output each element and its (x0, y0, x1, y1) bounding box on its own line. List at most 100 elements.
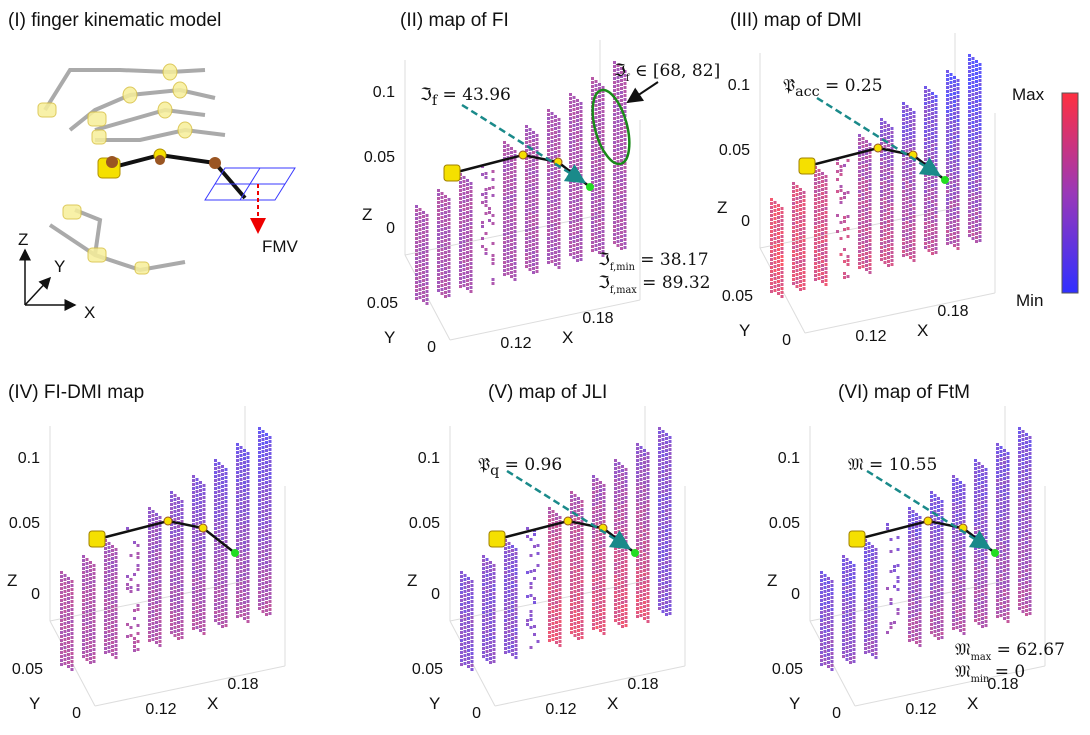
point (221, 481, 224, 484)
point (640, 594, 643, 597)
point (262, 474, 265, 477)
point (225, 592, 228, 595)
point (799, 232, 802, 235)
point (258, 439, 261, 442)
point (931, 116, 934, 119)
point (592, 487, 595, 490)
point (60, 603, 63, 606)
point (551, 192, 554, 195)
point (493, 564, 496, 567)
point (177, 633, 180, 636)
point (574, 570, 577, 573)
point (236, 459, 239, 462)
point (599, 493, 602, 496)
point (614, 615, 617, 618)
point (624, 222, 627, 225)
point (170, 527, 173, 530)
point (243, 461, 246, 464)
point (551, 240, 554, 243)
point (613, 201, 616, 204)
point (592, 619, 595, 622)
point (507, 180, 510, 183)
point (596, 554, 599, 557)
point (448, 210, 451, 213)
point (170, 575, 173, 578)
point (174, 506, 177, 509)
point (422, 271, 425, 274)
point (258, 515, 261, 518)
point (265, 441, 268, 444)
point (803, 223, 806, 226)
point (529, 216, 532, 219)
point (515, 548, 518, 551)
point (574, 602, 577, 605)
point (625, 560, 628, 563)
point (174, 530, 177, 533)
point (979, 107, 982, 110)
plot-panel: 0.10.0500.0500.120.18ZYX (407, 406, 685, 722)
point (170, 495, 173, 498)
point (148, 619, 151, 622)
point (858, 266, 861, 269)
point (199, 497, 202, 500)
point (503, 221, 506, 224)
point (858, 190, 861, 193)
point (240, 610, 243, 613)
point (821, 184, 824, 187)
point (957, 223, 960, 226)
point (415, 269, 418, 272)
point (614, 467, 617, 470)
point (258, 527, 261, 530)
point (548, 547, 551, 550)
point (865, 196, 868, 199)
point (891, 259, 894, 262)
point (60, 599, 63, 602)
point (269, 508, 272, 511)
point (569, 133, 572, 136)
point (89, 657, 92, 660)
point (196, 626, 199, 629)
point (946, 118, 949, 121)
point (448, 198, 451, 201)
point (460, 639, 463, 642)
point (444, 231, 447, 234)
point (86, 598, 89, 601)
point (64, 578, 67, 581)
point (221, 553, 224, 556)
point (192, 499, 195, 502)
point (247, 592, 250, 595)
point (225, 508, 228, 511)
point (818, 233, 821, 236)
point (636, 479, 639, 482)
point (902, 238, 905, 241)
point (489, 569, 492, 572)
point (581, 540, 584, 543)
point (466, 247, 469, 250)
point (554, 239, 557, 242)
point (891, 255, 894, 258)
point (972, 117, 975, 120)
point (818, 209, 821, 212)
point (258, 503, 261, 506)
point (471, 580, 474, 583)
point (581, 500, 584, 503)
point (580, 102, 583, 105)
point (533, 597, 536, 600)
point (781, 207, 784, 210)
point (825, 179, 828, 182)
point (510, 195, 513, 198)
point (552, 638, 555, 641)
point (581, 532, 584, 535)
point (463, 244, 466, 247)
point (603, 548, 606, 551)
point (218, 526, 221, 529)
point (262, 582, 265, 585)
point (459, 257, 462, 260)
point (199, 569, 202, 572)
point (957, 115, 960, 118)
point (621, 597, 624, 600)
point (891, 243, 894, 246)
point (858, 234, 861, 237)
point (559, 636, 562, 639)
point (603, 584, 606, 587)
